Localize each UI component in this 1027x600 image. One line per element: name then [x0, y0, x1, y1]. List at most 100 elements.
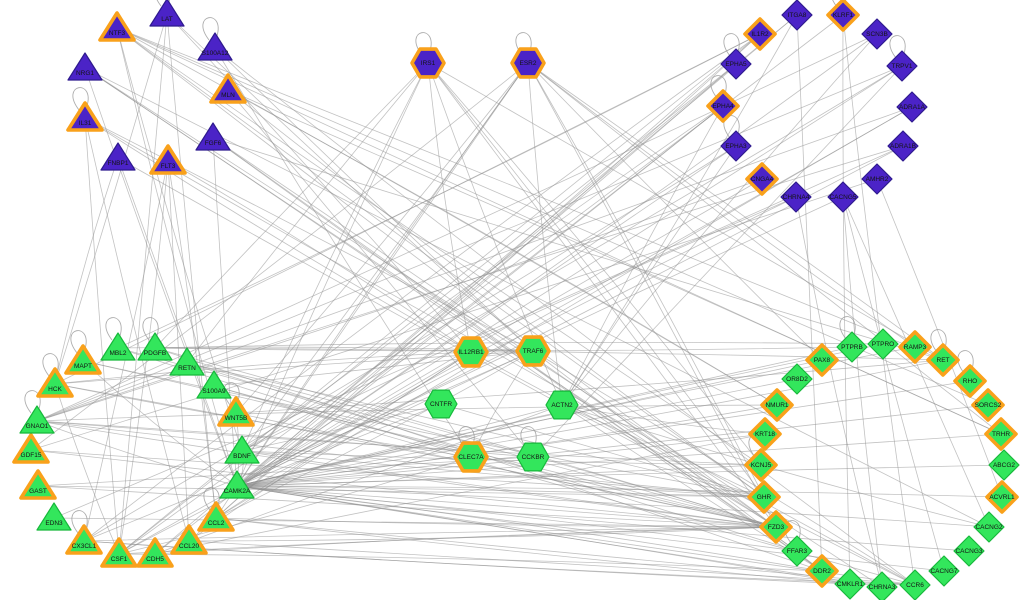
- node-ramp3[interactable]: [898, 330, 932, 364]
- node-klrf1[interactable]: [826, 0, 860, 32]
- node-rho[interactable]: [953, 364, 987, 398]
- node-il31[interactable]: [66, 101, 104, 132]
- node-irs1[interactable]: [410, 47, 446, 79]
- node-adra1b[interactable]: [887, 130, 919, 162]
- node-ntf3[interactable]: [98, 11, 136, 42]
- node-pdgfb[interactable]: [137, 332, 173, 361]
- node-cacng2[interactable]: [973, 511, 1005, 543]
- node-cmklr1[interactable]: [834, 568, 866, 600]
- node-cacng5[interactable]: [827, 181, 859, 213]
- edge-ESR2-RAMP3: [527, 62, 916, 348]
- edge-RETN-FFAR3: [186, 362, 798, 552]
- node-nrg1[interactable]: [67, 52, 103, 81]
- node-wnt5b[interactable]: [217, 396, 255, 427]
- node-s100a9[interactable]: [196, 370, 232, 399]
- node-chrna3[interactable]: [866, 571, 898, 600]
- node-ccr6[interactable]: [899, 569, 931, 600]
- edge-ITGA8-CDH5: [154, 14, 798, 555]
- edge-TRAF6-CSF1: [118, 350, 534, 555]
- node-traf6[interactable]: [515, 335, 551, 367]
- node-cckbr[interactable]: [516, 442, 550, 472]
- node-abcg2[interactable]: [988, 449, 1020, 481]
- node-esr2[interactable]: [510, 47, 546, 79]
- node-cdh5[interactable]: [136, 537, 174, 568]
- node-pax8[interactable]: [805, 343, 839, 377]
- edge-KLRF1-CMKLR1: [842, 14, 851, 585]
- edge-GHR-GDF15: [30, 449, 765, 498]
- node-ffar3[interactable]: [781, 535, 813, 567]
- node-gnao1[interactable]: [19, 405, 55, 434]
- edge-ESR2-TRHR: [527, 62, 1002, 435]
- edge-CCL2-CMKLR1: [215, 517, 851, 585]
- edge-GHR-BDNF: [241, 450, 765, 498]
- node-amhr2[interactable]: [861, 163, 893, 195]
- node-cnga4[interactable]: [745, 162, 779, 196]
- node-hck[interactable]: [36, 367, 74, 398]
- node-edn3[interactable]: [36, 502, 72, 531]
- node-flt3[interactable]: [149, 144, 187, 175]
- node-ghr[interactable]: [747, 480, 781, 514]
- node-csf1[interactable]: [100, 537, 138, 568]
- node-trhr[interactable]: [984, 417, 1018, 451]
- edge-FNBP1-HCK: [54, 157, 119, 385]
- edge-CAMK2A-RET: [236, 359, 944, 487]
- edge-IRS1-PDGFB: [154, 62, 429, 349]
- node-il12rb1[interactable]: [453, 336, 489, 368]
- node-retn[interactable]: [169, 347, 205, 376]
- node-ddr2[interactable]: [805, 554, 839, 588]
- node-actn2[interactable]: [545, 390, 579, 420]
- node-nmur1[interactable]: [760, 388, 794, 422]
- node-kcnj5[interactable]: [744, 448, 778, 482]
- edge-GNAO1-NMUR1: [36, 404, 778, 422]
- node-cacng3[interactable]: [953, 535, 985, 567]
- edge-CAMK2A-SORCS2: [236, 404, 989, 487]
- node-mapt[interactable]: [64, 344, 102, 375]
- node-krt18[interactable]: [748, 417, 782, 451]
- node-ptprb[interactable]: [836, 331, 868, 363]
- node-fnbp1[interactable]: [100, 142, 136, 171]
- node-adra1a[interactable]: [896, 91, 928, 123]
- edge-CAMK2A-RHO: [236, 380, 971, 487]
- node-bdnf[interactable]: [224, 435, 260, 464]
- node-sorcs2[interactable]: [971, 388, 1005, 422]
- node-fgf6[interactable]: [195, 122, 231, 151]
- node-gdf15[interactable]: [12, 433, 50, 464]
- node-acvrl1[interactable]: [985, 480, 1019, 514]
- node-il1r2[interactable]: [743, 17, 777, 51]
- node-fzd3[interactable]: [759, 510, 793, 544]
- node-trpv1[interactable]: [886, 50, 918, 82]
- node-ccl2[interactable]: [197, 501, 235, 532]
- edge-S100A12-CCR6: [214, 47, 916, 586]
- node-clec7a[interactable]: [453, 441, 489, 473]
- node-ptpro[interactable]: [867, 328, 899, 360]
- node-ret[interactable]: [926, 343, 960, 377]
- self-loop-HCK: [42, 353, 59, 377]
- edge-FZD3-BDNF: [241, 450, 777, 528]
- node-cacng7[interactable]: [928, 555, 960, 587]
- node-mbl2[interactable]: [100, 332, 136, 361]
- edge-IL1R2-CSF1: [118, 33, 761, 555]
- node-camk2a[interactable]: [219, 470, 255, 499]
- node-or8d2[interactable]: [781, 363, 813, 395]
- node-scn3b[interactable]: [861, 18, 893, 50]
- edge-FZD3-ESR2: [527, 62, 777, 528]
- node-s100a12[interactable]: [197, 32, 233, 61]
- edge-SCN3B-GNAO1: [36, 33, 878, 422]
- node-itga8[interactable]: [781, 0, 813, 31]
- edge-CAMK2A-SCN3B: [236, 33, 878, 487]
- node-cntfr[interactable]: [424, 389, 458, 419]
- node-cx3cl1[interactable]: [65, 524, 103, 555]
- edge-LAT-CCL2: [166, 13, 217, 519]
- node-epha3[interactable]: [720, 130, 752, 162]
- node-lat[interactable]: [149, 0, 185, 27]
- node-chrna4[interactable]: [780, 181, 812, 213]
- node-gast[interactable]: [19, 469, 57, 500]
- node-epha5[interactable]: [720, 48, 752, 80]
- node-epha4[interactable]: [706, 89, 740, 123]
- node-mln[interactable]: [209, 73, 247, 104]
- edge-IL12RB1-CCR6: [470, 351, 916, 586]
- node-ccl20[interactable]: [170, 524, 208, 555]
- edge-FGF6-FFAR3: [212, 137, 798, 552]
